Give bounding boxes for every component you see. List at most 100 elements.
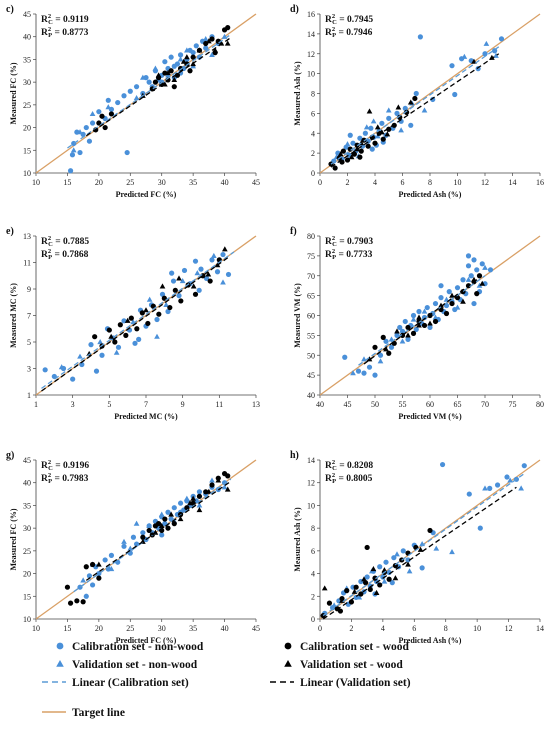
point-validation-wood	[221, 246, 228, 252]
point-validation-nonwood	[154, 333, 160, 339]
point-calibration-nonwood	[133, 541, 140, 547]
y-tick-label: 4	[311, 129, 315, 138]
x-tick-label: 2	[346, 178, 350, 187]
x-tick-label: 25	[126, 624, 134, 633]
y-tick-label: 7	[27, 312, 31, 321]
point-validation-nonwood	[454, 304, 461, 310]
linear-validation-line	[330, 53, 500, 168]
point-calibration-nonwood	[402, 318, 408, 325]
point-validation-nonwood	[381, 578, 388, 584]
point-validation-nonwood	[356, 594, 363, 600]
point-calibration-wood	[134, 326, 140, 332]
point-calibration-nonwood	[424, 304, 430, 311]
panel-label: e)	[6, 226, 14, 237]
y-tick-label: 2	[311, 592, 315, 601]
point-calibration-nonwood	[220, 251, 226, 258]
x-tick-label: 10	[454, 178, 462, 187]
x-tick-label: 20	[95, 178, 103, 187]
point-validation-wood	[143, 307, 149, 313]
point-calibration-nonwood	[177, 52, 184, 58]
point-calibration-nonwood	[504, 474, 510, 480]
point-calibration-nonwood	[130, 534, 137, 540]
x-tick-label: 70	[481, 400, 489, 409]
point-calibration-nonwood	[471, 257, 477, 263]
linear-validation-line	[322, 486, 517, 620]
point-validation-wood	[177, 516, 184, 522]
point-calibration-nonwood	[379, 120, 385, 126]
point-calibration-nonwood	[168, 54, 174, 60]
x-tick-label: 0	[318, 178, 322, 187]
point-calibration-nonwood	[449, 63, 455, 69]
point-calibration-nonwood	[86, 573, 93, 579]
x-tick-label: 10	[473, 624, 481, 633]
point-calibration-wood	[140, 534, 146, 540]
point-validation-wood	[416, 322, 422, 328]
point-calibration-nonwood	[446, 289, 452, 295]
x-tick-label: 4	[381, 624, 385, 633]
point-calibration-nonwood	[165, 308, 171, 315]
point-validation-wood	[171, 76, 178, 82]
panel-label: g)	[6, 450, 14, 461]
point-calibration-wood	[380, 136, 386, 142]
point-validation-wood	[361, 576, 367, 582]
point-calibration-nonwood	[388, 344, 395, 350]
point-calibration-nonwood	[170, 278, 177, 284]
point-calibration-wood	[171, 84, 177, 90]
y-tick-label: 40	[307, 391, 315, 400]
point-calibration-wood	[404, 109, 410, 115]
x-tick-label: 30	[158, 178, 166, 187]
point-calibration-nonwood	[465, 263, 472, 269]
point-calibration-nonwood	[146, 79, 152, 85]
legend-label: Calibration set - non-wood	[72, 641, 204, 653]
y-tick-label: 16	[307, 10, 315, 19]
point-calibration-nonwood	[159, 532, 165, 538]
point-validation-wood	[348, 154, 355, 160]
point-validation-nonwood	[394, 551, 400, 557]
point-calibration-wood	[386, 576, 392, 582]
y-tick-label: 9	[27, 285, 31, 294]
point-calibration-nonwood	[196, 287, 202, 293]
point-calibration-nonwood	[405, 557, 411, 563]
point-calibration-nonwood	[165, 509, 171, 515]
y-tick-label: 50	[307, 351, 315, 360]
legend-label: Linear (Validation set)	[300, 677, 411, 689]
x-tick-label: 12	[505, 624, 513, 633]
point-validation-nonwood	[77, 129, 83, 135]
point-calibration-nonwood	[397, 324, 403, 331]
legend: Calibration set - non-wood Calibration se…	[42, 641, 411, 719]
point-calibration-nonwood	[176, 293, 182, 299]
point-calibration-nonwood	[477, 525, 483, 531]
y-axis-title: Measured Ash (%)	[293, 61, 302, 126]
point-validation-nonwood	[146, 296, 153, 302]
point-validation-wood	[162, 81, 168, 87]
legend-marker-triangle	[284, 660, 292, 667]
x-tick-label: 25	[126, 178, 134, 187]
point-calibration-nonwood	[89, 120, 96, 126]
x-tick-label: 40	[316, 400, 324, 409]
point-calibration-nonwood	[364, 574, 370, 580]
y-tick-label: 45	[307, 371, 315, 380]
point-calibration-nonwood	[471, 300, 477, 307]
point-validation-wood	[187, 500, 193, 506]
x-axis-title: Predicted Ash (%)	[399, 636, 462, 645]
point-calibration-wood	[92, 334, 98, 340]
legend-item-val_nonwood: Validation set - non-wood	[56, 659, 198, 671]
point-calibration-nonwood	[225, 271, 232, 278]
point-calibration-wood	[391, 122, 397, 128]
chart-panel-2: 0 2 4 6 8 10 12 14 16 0 2 4 6 8 10 12 14 16 Predicted Ash …	[290, 4, 544, 199]
point-validation-nonwood	[449, 548, 455, 555]
y-tick-label: 6	[311, 547, 315, 556]
legend-label: Validation set - non-wood	[72, 659, 198, 671]
point-validation-nonwood	[221, 484, 228, 490]
point-calibration-nonwood	[136, 336, 142, 342]
point-validation-wood	[224, 40, 231, 46]
point-validation-nonwood	[113, 349, 120, 355]
point-calibration-nonwood	[487, 485, 493, 491]
y-axis-title: Measured FC (%)	[9, 62, 18, 124]
point-calibration-nonwood	[466, 491, 472, 497]
point-validation-wood	[196, 47, 203, 53]
point-validation-wood	[427, 320, 433, 326]
point-calibration-wood	[412, 95, 418, 102]
point-calibration-nonwood	[347, 132, 353, 138]
point-calibration-wood	[64, 584, 71, 590]
